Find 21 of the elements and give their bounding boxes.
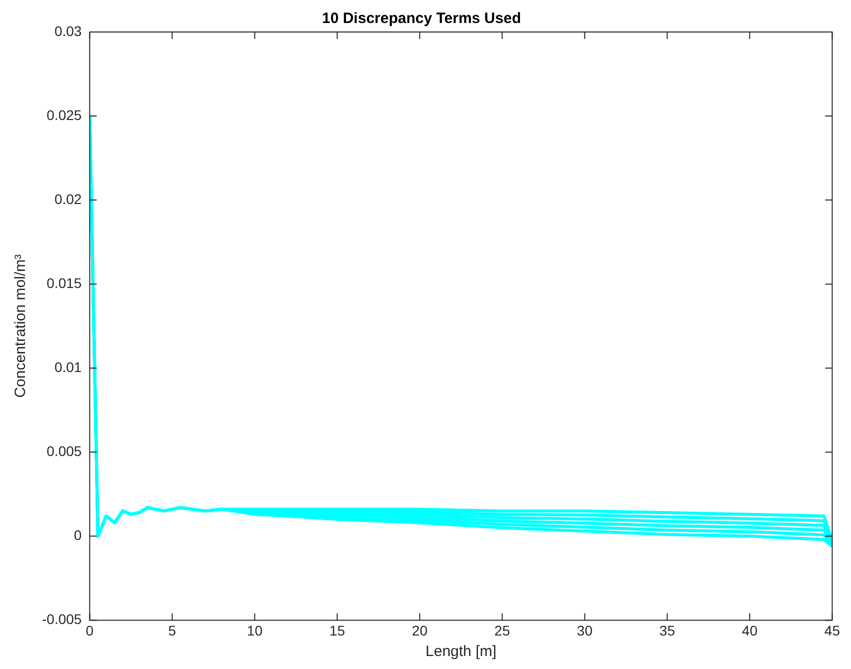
x-tick-label: 0 [86,622,94,638]
y-tick-label: -0.005 [42,611,82,628]
y-axis-title: Concentration mol/m³ [12,254,30,398]
y-tick-label: 0.01 [54,358,82,375]
y-tick-label: 0.02 [54,190,82,207]
x-tick-label: 35 [659,622,676,638]
y-tick-label: 0.03 [54,22,82,39]
x-tick-label: 45 [824,622,840,638]
x-tick-label: 25 [494,622,510,638]
y-tick-label: 0.015 [46,274,82,291]
x-tick-label: 15 [329,622,346,638]
chart-title: 10 Discrepancy Terms Used [322,10,521,28]
x-tick-label: 10 [246,622,263,638]
x-tick-label: 20 [412,622,428,638]
x-tick-label: 30 [576,622,593,638]
x-tick-label: 5 [168,622,176,638]
x-axis-title: Length [m] [426,643,496,660]
y-tick-label: 0.005 [46,443,82,459]
y-tick-label: 0 [74,527,82,544]
x-tick-label: 40 [742,622,758,638]
y-tick-label: 0.025 [46,106,82,123]
